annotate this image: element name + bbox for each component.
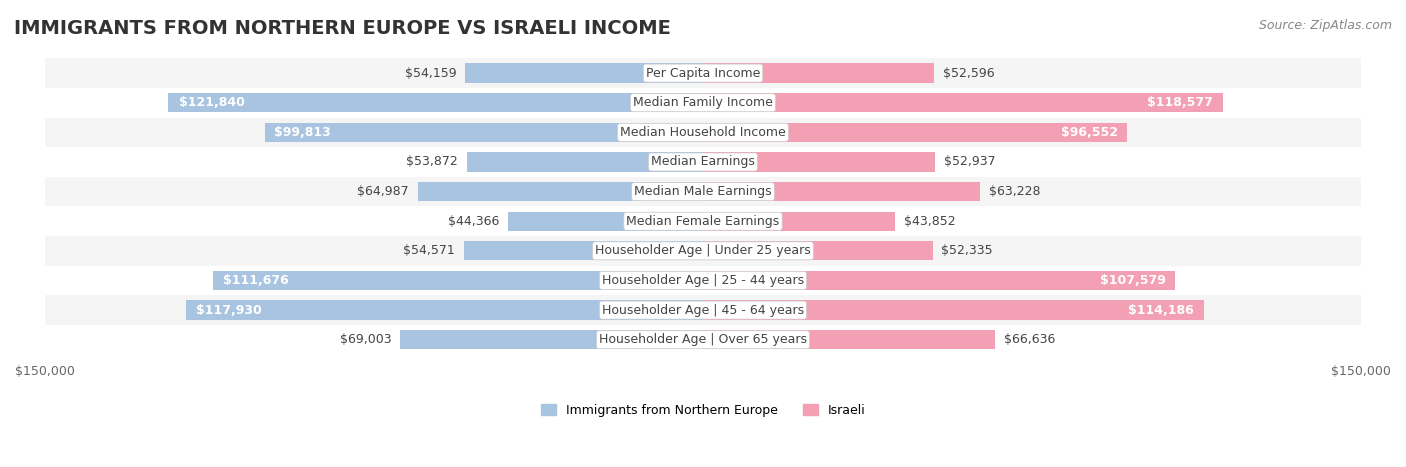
Bar (703, 212, 896, 231)
Bar (703, 152, 935, 171)
Text: $114,186: $114,186 (1128, 304, 1194, 317)
Text: $96,552: $96,552 (1062, 126, 1118, 139)
Text: $54,159: $54,159 (405, 67, 457, 79)
Bar (703, 300, 1204, 320)
Text: $117,930: $117,930 (195, 304, 262, 317)
Text: Householder Age | 25 - 44 years: Householder Age | 25 - 44 years (602, 274, 804, 287)
Bar (169, 93, 703, 113)
Bar (45, 325, 1361, 354)
Bar (45, 177, 1361, 206)
Bar (186, 300, 703, 320)
Legend: Immigrants from Northern Europe, Israeli: Immigrants from Northern Europe, Israeli (536, 399, 870, 422)
Text: Median Male Earnings: Median Male Earnings (634, 185, 772, 198)
Bar (266, 123, 703, 142)
Text: Householder Age | 45 - 64 years: Householder Age | 45 - 64 years (602, 304, 804, 317)
Bar (45, 58, 1361, 88)
Bar (214, 271, 703, 290)
Text: Median Earnings: Median Earnings (651, 156, 755, 169)
Text: $43,852: $43,852 (904, 215, 956, 228)
Bar (45, 295, 1361, 325)
Text: Median Household Income: Median Household Income (620, 126, 786, 139)
Text: $99,813: $99,813 (274, 126, 330, 139)
Bar (703, 64, 934, 83)
Text: Per Capita Income: Per Capita Income (645, 67, 761, 79)
Bar (703, 330, 995, 349)
Text: $52,335: $52,335 (942, 244, 993, 257)
Bar (45, 118, 1361, 147)
Bar (703, 241, 932, 261)
Bar (467, 152, 703, 171)
Bar (703, 182, 980, 201)
Text: $118,577: $118,577 (1147, 96, 1213, 109)
Bar (418, 182, 703, 201)
Bar (45, 266, 1361, 295)
Text: Median Family Income: Median Family Income (633, 96, 773, 109)
Bar (45, 88, 1361, 118)
Bar (703, 271, 1175, 290)
Bar (464, 241, 703, 261)
Bar (703, 93, 1223, 113)
Text: $53,872: $53,872 (406, 156, 458, 169)
Text: $64,987: $64,987 (357, 185, 409, 198)
Bar (45, 206, 1361, 236)
Bar (465, 64, 703, 83)
Bar (45, 147, 1361, 177)
Text: Householder Age | Over 65 years: Householder Age | Over 65 years (599, 333, 807, 346)
Text: $69,003: $69,003 (340, 333, 391, 346)
Bar (703, 123, 1126, 142)
Text: Source: ZipAtlas.com: Source: ZipAtlas.com (1258, 19, 1392, 32)
Text: $107,579: $107,579 (1099, 274, 1166, 287)
Text: Median Female Earnings: Median Female Earnings (627, 215, 779, 228)
Text: $66,636: $66,636 (1004, 333, 1056, 346)
Text: Householder Age | Under 25 years: Householder Age | Under 25 years (595, 244, 811, 257)
Text: $63,228: $63,228 (990, 185, 1040, 198)
Text: $52,596: $52,596 (942, 67, 994, 79)
Text: $111,676: $111,676 (224, 274, 288, 287)
Bar (401, 330, 703, 349)
Text: $121,840: $121,840 (179, 96, 245, 109)
Bar (509, 212, 703, 231)
Bar (45, 236, 1361, 266)
Text: $54,571: $54,571 (404, 244, 454, 257)
Text: $44,366: $44,366 (449, 215, 499, 228)
Text: $52,937: $52,937 (943, 156, 995, 169)
Text: IMMIGRANTS FROM NORTHERN EUROPE VS ISRAELI INCOME: IMMIGRANTS FROM NORTHERN EUROPE VS ISRAE… (14, 19, 671, 38)
